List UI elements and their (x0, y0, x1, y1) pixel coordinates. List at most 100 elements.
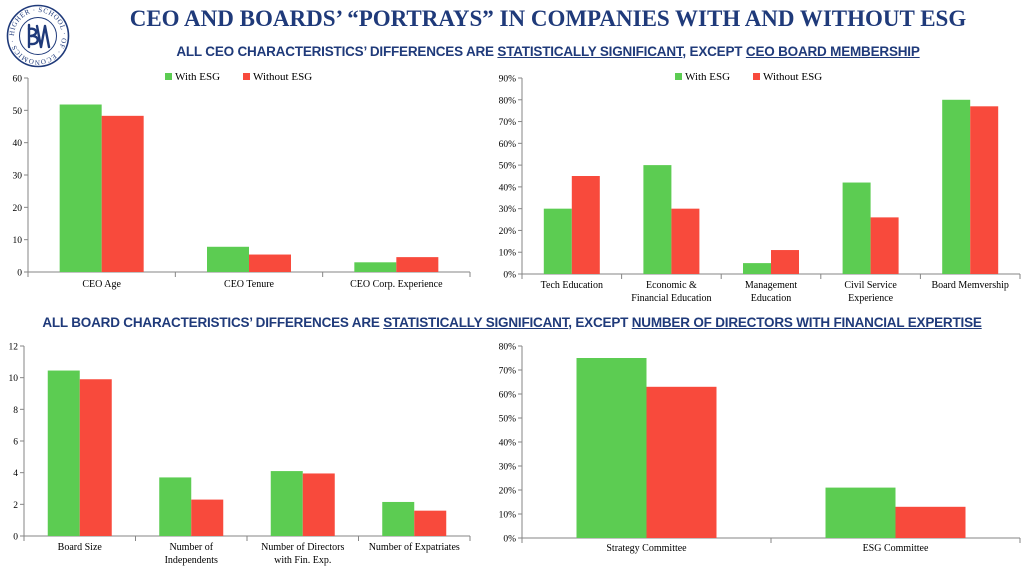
y-tick-label: 50 (13, 107, 23, 117)
category-label: Strategy Committee (606, 543, 687, 554)
subtitle-text: ALL CEO CHARACTERISTICS’ DIFFERENCES ARE (176, 44, 498, 59)
bar-with-esg (354, 262, 397, 272)
hse-logo: HIGHER · SCHOOL · OF · ECONOMICS · (6, 4, 70, 68)
bar-without-esg (414, 510, 447, 536)
ceo-subtitle: ALL CEO CHARACTERISTICS’ DIFFERENCES ARE… (78, 44, 1018, 59)
y-tick-label: 40% (499, 439, 517, 449)
bar-without-esg (646, 386, 717, 538)
board-subtitle: ALL BOARD CHARACTERISTICS’ DIFFERENCES A… (0, 315, 1024, 330)
y-tick-label: 80% (499, 96, 517, 106)
y-tick-label: 20% (499, 487, 517, 497)
bar-without-esg (79, 379, 112, 536)
y-tick-label: 2 (13, 501, 18, 511)
bar-without-esg (895, 506, 966, 538)
bar-with-esg (825, 487, 896, 538)
y-tick-label: 0 (13, 533, 18, 543)
bar-without-esg (396, 257, 439, 272)
category-label: CEO Tenure (224, 279, 274, 290)
category-label: Economic & Financial Education (631, 280, 711, 304)
category-label: Board Size (58, 542, 103, 553)
bar-without-esg (671, 208, 700, 274)
bar-without-esg (870, 217, 899, 274)
subtitle-underlined-text: STATISTICALLY SIGNIFICANT (497, 44, 683, 59)
y-tick-label: 10 (13, 236, 23, 246)
y-tick-label: 8 (13, 406, 18, 416)
bar-with-esg (942, 99, 971, 275)
page-title: CEO AND BOARDS’ “PORTRAYS” IN COMPANIES … (129, 6, 967, 31)
y-tick-label: 0% (503, 535, 516, 545)
category-label: Civil Service Experience (844, 280, 897, 304)
bar-with-esg (382, 501, 415, 536)
y-tick-label: 60% (499, 140, 517, 150)
y-tick-label: 50% (499, 162, 517, 172)
legend-swatch (243, 73, 250, 80)
y-tick-label: 40% (499, 183, 517, 193)
subtitle-text: , EXCEPT (568, 315, 632, 330)
bar-with-esg (47, 370, 80, 536)
ceo-numeric-chart: 0 10 20 30 40 50 60 CEO Age CEO Tenure CEO Corp. … (13, 71, 471, 290)
legend-swatch (675, 73, 682, 80)
logo-emblem (27, 23, 51, 49)
category-label: Number of Expatriates (369, 542, 460, 553)
y-tick-label: 90% (499, 75, 517, 85)
category-label: CEO Corp. Experience (350, 279, 443, 290)
y-tick-label: 30% (499, 205, 517, 215)
bar-without-esg (970, 106, 999, 274)
category-label: Board Memvership (931, 280, 1009, 291)
category-label: Management Education (745, 280, 797, 304)
y-tick-label: 4 (13, 469, 18, 479)
y-tick-label: 70% (499, 118, 517, 128)
bar-with-esg (743, 263, 771, 274)
y-tick-label: 30 (13, 172, 23, 182)
y-tick-label: 70% (499, 367, 517, 377)
bar-with-esg (159, 477, 192, 536)
bar-with-esg (207, 246, 249, 272)
bar-with-esg (643, 165, 672, 274)
legend-swatch (753, 73, 760, 80)
y-tick-label: 6 (13, 438, 18, 448)
legend-label: Without ESG (763, 71, 822, 83)
bar-without-esg (302, 473, 335, 536)
legend-swatch (165, 73, 172, 80)
bar-with-esg (842, 182, 871, 274)
y-tick-label: 80% (499, 343, 517, 353)
subtitle-text: , EXCEPT (682, 44, 746, 59)
y-tick-label: 50% (499, 415, 517, 425)
category-label: CEO Age (82, 279, 121, 290)
category-label: Number of Independents (165, 542, 218, 566)
y-tick-label: 20% (499, 227, 517, 237)
bar-without-esg (249, 254, 291, 272)
board-numeric-chart: 0 2 4 6 8 10 12 Board Size Number of Independents… (9, 343, 471, 566)
subtitle-underlined-text: NUMBER OF DIRECTORS WITH FINANCIAL EXPER… (631, 315, 982, 330)
ceo-percent-chart: 0% 10% 20% 30% 40% 50% 60% 70% 80% 90% Tech Educat… (499, 71, 1021, 304)
y-tick-label: 40 (13, 139, 23, 149)
y-tick-label: 30% (499, 463, 517, 473)
bar-without-esg (191, 499, 224, 536)
y-tick-label: 12 (9, 343, 19, 353)
board-percent-chart: 0% 10% 20% 30% 40% 50% 60% 70% 80% Strategy Commi… (499, 343, 1021, 554)
bar-with-esg (270, 471, 303, 536)
y-tick-label: 10% (499, 249, 517, 259)
bar-with-esg (576, 358, 647, 538)
y-tick-label: 10 (9, 374, 19, 384)
y-tick-label: 10% (499, 511, 517, 521)
y-tick-label: 0 (17, 269, 22, 279)
subtitle-text: ALL BOARD CHARACTERISTICS’ DIFFERENCES A… (42, 315, 384, 330)
bar-with-esg (543, 208, 572, 274)
bar-without-esg (571, 176, 600, 274)
subtitle-underlined-text: STATISTICALLY SIGNIFICANT (383, 315, 569, 330)
bar-with-esg (59, 104, 102, 272)
y-tick-label: 60% (499, 391, 517, 401)
legend-label: With ESG (685, 71, 730, 83)
y-tick-label: 0% (503, 271, 516, 281)
y-tick-label: 60 (13, 75, 23, 85)
category-label: Tech Education (541, 280, 603, 291)
legend-label: Without ESG (253, 71, 312, 83)
category-label: Number of Directors with Fin. Exp. (261, 542, 344, 566)
subtitle-underlined-text: CEO BOARD MEMBERSHIP (745, 44, 920, 59)
category-label: ESG Committee (863, 543, 929, 554)
y-tick-label: 20 (13, 204, 23, 214)
bar-without-esg (101, 115, 144, 272)
bar-without-esg (771, 250, 799, 274)
legend-label: With ESG (175, 71, 220, 83)
